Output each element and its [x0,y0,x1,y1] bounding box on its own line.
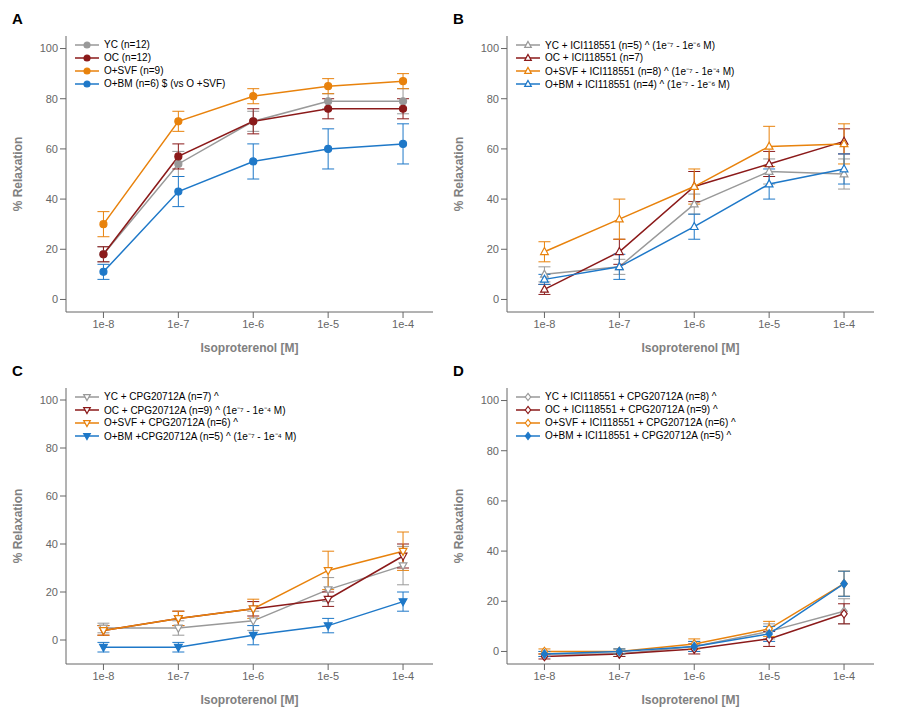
svg-text:20: 20 [46,243,58,255]
svg-text:1e-8: 1e-8 [92,670,114,682]
svg-text:40: 40 [487,545,499,557]
svg-text:100: 100 [40,394,58,406]
svg-text:1e-8: 1e-8 [533,670,555,682]
svg-text:% Relaxation: % Relaxation [452,137,466,212]
html-text:OC + ICI118551 + CPG20712A (n=: OC + ICI118551 + CPG20712A (n=9) ^ [545,404,718,415]
html-text:YC + ICI118551 (n=5) ^ (1e⁻⁷ -: YC + ICI118551 (n=5) ^ (1e⁻⁷ - 1e⁻⁶ M) [545,39,715,51]
html-text:D: D [453,362,464,379]
html-text:YC + CPG20712A (n=7) ^: YC + CPG20712A (n=7) ^ [104,391,219,402]
svg-text:1e-5: 1e-5 [317,318,339,330]
svg-text:% Relaxation: % Relaxation [11,137,25,212]
svg-text:% Relaxation: % Relaxation [11,489,25,564]
svg-text:1e-6: 1e-6 [242,670,264,682]
svg-text:0: 0 [493,293,499,305]
svg-text:% Relaxation: % Relaxation [452,489,466,564]
html-text:O+BM + ICI118551 (n=4) ^ (1e⁻⁷: O+BM + ICI118551 (n=4) ^ (1e⁻⁷ - 1e⁻⁶ M) [545,78,730,90]
svg-text:1e-8: 1e-8 [92,318,114,330]
svg-text:80: 80 [46,93,58,105]
html-text:A: A [12,10,23,27]
svg-text:80: 80 [46,442,58,454]
html-text:YC + ICI118551 + CPG20712A (n=: YC + ICI118551 + CPG20712A (n=8) ^ [545,391,717,402]
html-text:O+SVF + ICI118551 (n=8) ^ (1e⁻: O+SVF + ICI118551 (n=8) ^ (1e⁻⁷ - 1e⁻⁴ M… [545,65,735,77]
svg-text:60: 60 [46,143,58,155]
svg-text:1e-7: 1e-7 [608,318,630,330]
svg-text:1e-7: 1e-7 [608,670,630,682]
svg-text:100: 100 [40,42,58,54]
svg-text:Isoproterenol [M]: Isoproterenol [M] [201,693,299,707]
svg-text:1e-7: 1e-7 [167,670,189,682]
html-text:B: B [453,10,464,27]
svg-text:20: 20 [46,586,58,598]
svg-text:Isoproterenol [M]: Isoproterenol [M] [642,341,740,355]
svg-text:40: 40 [46,193,58,205]
svg-text:80: 80 [487,93,499,105]
svg-text:60: 60 [46,490,58,502]
svg-text:Isoproterenol [M]: Isoproterenol [M] [642,693,740,707]
svg-text:Isoproterenol [M]: Isoproterenol [M] [201,341,299,355]
svg-text:80: 80 [487,445,499,457]
svg-text:1e-6: 1e-6 [683,670,705,682]
svg-text:1e-4: 1e-4 [392,318,414,330]
svg-text:20: 20 [487,595,499,607]
html-text:OC + ICI118551 (n=7): OC + ICI118551 (n=7) [545,52,644,63]
svg-text:0: 0 [493,645,499,657]
html-text:O+SVF + ICI118551 + CPG20712A: O+SVF + ICI118551 + CPG20712A (n=6) ^ [545,417,736,428]
svg-text:20: 20 [487,243,499,255]
html-text:OC (n=12): OC (n=12) [104,52,151,63]
svg-text:1e-4: 1e-4 [392,670,414,682]
svg-text:100: 100 [481,394,499,406]
svg-text:0: 0 [52,634,58,646]
svg-text:1e-8: 1e-8 [533,318,555,330]
html-text:O+SVF + CPG20712A (n=6) ^: O+SVF + CPG20712A (n=6) ^ [104,417,238,428]
svg-text:0: 0 [52,293,58,305]
svg-text:1e-7: 1e-7 [167,318,189,330]
html-text:O+SVF (n=9): O+SVF (n=9) [104,65,164,76]
svg-text:1e-5: 1e-5 [758,670,780,682]
svg-text:40: 40 [487,193,499,205]
svg-text:1e-6: 1e-6 [683,318,705,330]
svg-text:60: 60 [487,143,499,155]
svg-text:60: 60 [487,495,499,507]
html-text:YC (n=12): YC (n=12) [104,39,150,50]
svg-text:40: 40 [46,538,58,550]
svg-text:100: 100 [481,42,499,54]
svg-text:1e-4: 1e-4 [833,670,855,682]
svg-text:1e-6: 1e-6 [242,318,264,330]
html-text:O+BM +CPG20712A (n=5) ^ (1e⁻⁷: O+BM +CPG20712A (n=5) ^ (1e⁻⁷ - 1e⁻⁴ M) [104,430,297,442]
svg-text:1e-5: 1e-5 [758,318,780,330]
html-text:O+BM (n=6) $ (vs O +SVF): O+BM (n=6) $ (vs O +SVF) [104,78,226,89]
html-text:O+BM + ICI118551 + CPG20712A (: O+BM + ICI118551 + CPG20712A (n=5) ^ [545,430,732,441]
html-text:C: C [12,362,23,379]
html-text:OC + CPG20712A (n=9) ^ (1e⁻⁷ -: OC + CPG20712A (n=9) ^ (1e⁻⁷ - 1e⁻⁴ M) [104,404,286,416]
svg-text:1e-4: 1e-4 [833,318,855,330]
svg-text:1e-5: 1e-5 [317,670,339,682]
